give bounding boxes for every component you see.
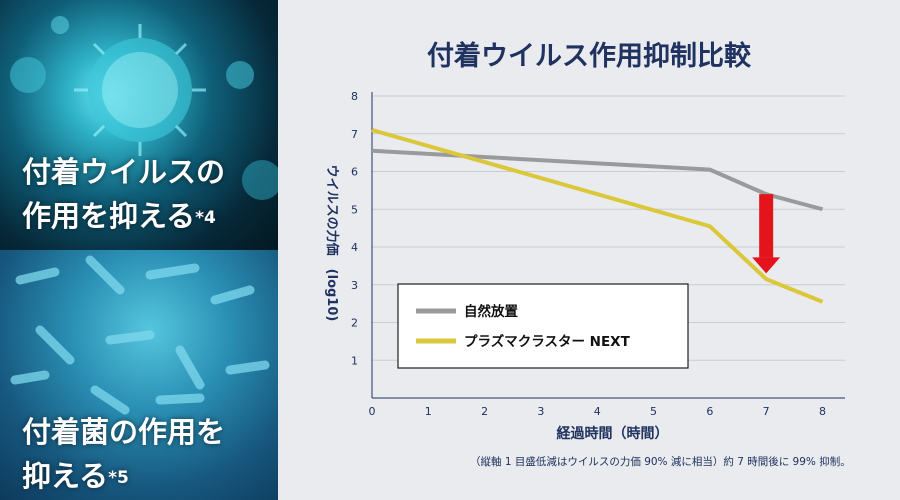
series-line-1	[371, 128, 824, 304]
virus-caption-line2: 作用を抑える	[22, 199, 196, 233]
legend-label-0: 自然放置	[464, 303, 518, 320]
x-tick-label: 5	[650, 405, 657, 418]
legend-label-1: プラズマクラスター NEXT	[464, 333, 631, 350]
y-tick-label: 7	[351, 128, 358, 141]
x-tick-label: 4	[594, 405, 601, 418]
bacteria-caption-line2: 抑える	[22, 459, 109, 493]
virus-image-panel: 付着ウイルスの 作用を抑える*4	[0, 0, 278, 250]
y-tick-label: 1	[351, 354, 358, 367]
y-tick-label: 6	[351, 166, 358, 179]
virus-panel-caption: 付着ウイルスの 作用を抑える*4	[22, 150, 225, 238]
bacteria-panel-caption: 付着菌の作用を 抑える*5	[22, 410, 225, 498]
y-tick-label: 2	[351, 317, 358, 330]
bacteria-caption-line1: 付着菌の作用を	[22, 415, 226, 449]
chart-title: 付着ウイルス作用抑制比較	[427, 41, 751, 72]
x-tick-label: 1	[425, 405, 432, 418]
y-tick-label: 4	[351, 241, 358, 254]
x-tick-label: 3	[537, 405, 544, 418]
virus-caption-line1: 付着ウイルスの	[22, 155, 226, 189]
arrow-head	[752, 257, 781, 274]
y-axis-label: ウイルスの力価 (log10)	[324, 165, 340, 322]
bacteria-image-panel: 付着菌の作用を 抑える*5	[0, 250, 278, 500]
series-line-0	[371, 148, 823, 212]
x-tick-label: 8	[819, 405, 826, 418]
y-tick-label: 3	[351, 279, 358, 292]
x-tick-label: 6	[706, 405, 713, 418]
x-tick-label: 7	[763, 405, 770, 418]
virus-illustration	[10, 16, 278, 200]
x-tick-label: 0	[369, 405, 376, 418]
x-tick-label: 2	[481, 405, 488, 418]
legend-box	[397, 283, 689, 369]
left-image-panels: 付着ウイルスの 作用を抑える*4 付着菌の作用を 抑える*5	[0, 0, 278, 500]
chart-footnote: （縦軸 1 目盛低減はウイルスの力価 90% 減に相当）約 7 時間後に 99%…	[470, 456, 851, 468]
y-tick-label: 5	[351, 203, 358, 216]
virus-caption-note: *4	[195, 208, 216, 228]
y-tick-label: 8	[351, 90, 358, 103]
bacteria-caption-note: *5	[108, 468, 129, 488]
arrow-shaft	[759, 194, 774, 258]
x-axis-label: 経過時間（時間）	[557, 425, 669, 442]
bacteria-illustration	[10, 255, 270, 415]
